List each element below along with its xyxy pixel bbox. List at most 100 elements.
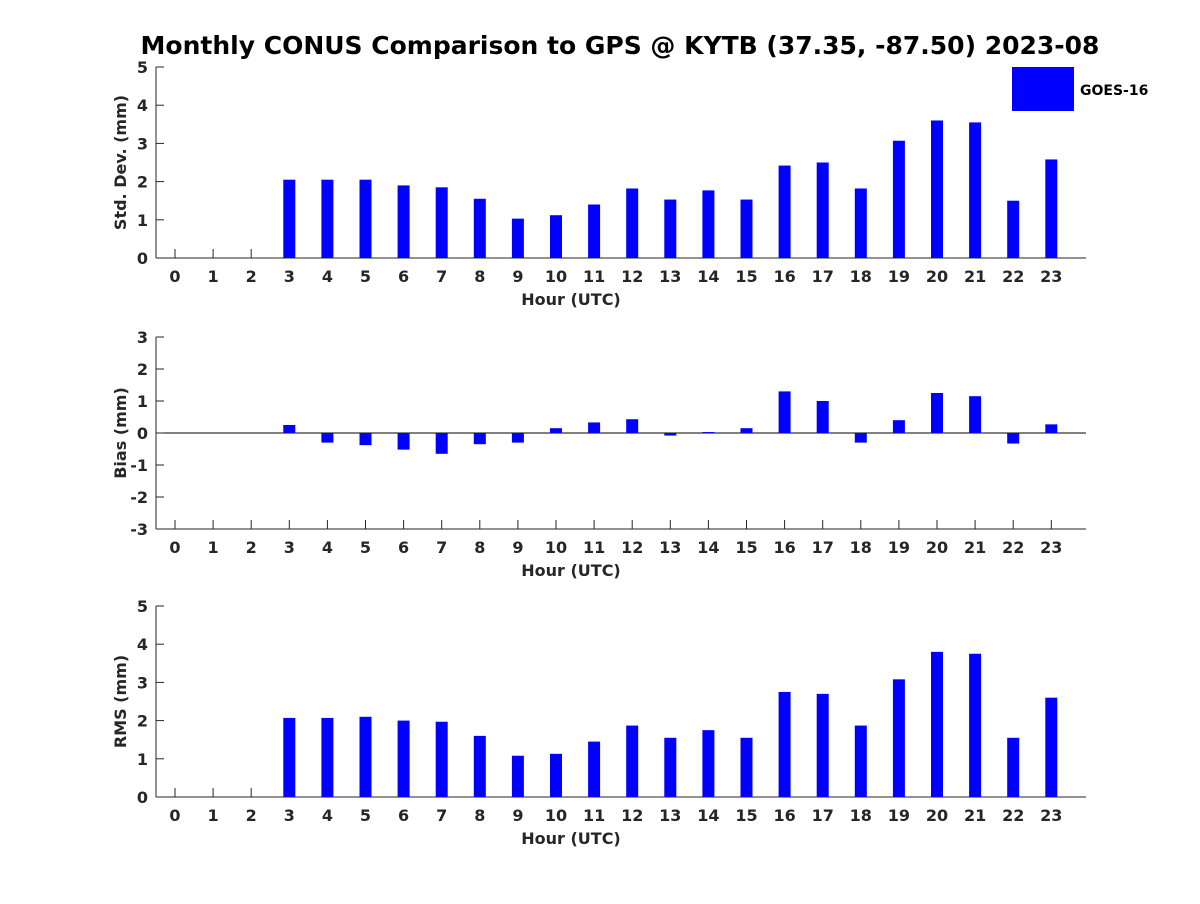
x-tick-label: 8 — [474, 538, 485, 557]
y-axis-label: Bias (mm) — [111, 387, 130, 479]
y-tick-label: 1 — [137, 392, 148, 411]
bar-21 — [969, 396, 982, 433]
bar-6 — [397, 185, 410, 258]
y-axis-label: RMS (mm) — [111, 655, 130, 748]
x-tick-label: 3 — [284, 267, 295, 286]
bar-5 — [359, 716, 372, 797]
x-tick-label: 16 — [773, 806, 795, 825]
x-axis-label: Hour (UTC) — [521, 561, 621, 580]
x-tick-label: 4 — [322, 806, 333, 825]
x-tick-label: 18 — [850, 806, 872, 825]
bar-10 — [550, 753, 562, 797]
bar-7 — [435, 721, 448, 797]
y-axis-label: Std. Dev. (mm) — [111, 95, 130, 230]
x-tick-label: 18 — [850, 267, 872, 286]
x-tick-label: 7 — [436, 267, 447, 286]
x-tick-label: 6 — [398, 538, 409, 557]
bar-20 — [931, 120, 943, 258]
x-tick-label: 8 — [474, 267, 485, 286]
y-tick-label: 1 — [137, 211, 148, 230]
legend-swatch — [1012, 67, 1074, 111]
x-tick-label: 4 — [322, 538, 333, 557]
x-axis-label: Hour (UTC) — [521, 290, 621, 309]
bar-7 — [435, 187, 448, 258]
x-tick-label: 7 — [436, 806, 447, 825]
bar-19 — [892, 420, 905, 433]
y-tick-label: 2 — [137, 173, 148, 192]
bar-14 — [702, 432, 715, 434]
bar-15 — [740, 428, 753, 433]
x-tick-label: 22 — [1002, 267, 1024, 286]
bar-19 — [892, 140, 905, 258]
bar-3 — [283, 717, 296, 797]
x-tick-label: 5 — [360, 806, 371, 825]
x-tick-label: 2 — [246, 806, 257, 825]
bar-9 — [511, 433, 524, 443]
bar-11 — [588, 422, 601, 433]
y-tick-label: 0 — [137, 788, 148, 807]
x-tick-label: 21 — [964, 538, 986, 557]
bar-6 — [397, 720, 410, 797]
bar-16 — [778, 165, 791, 258]
bar-18 — [854, 433, 867, 443]
x-tick-label: 23 — [1040, 267, 1062, 286]
y-tick-label: 5 — [137, 597, 148, 616]
y-tick-label: 3 — [137, 673, 148, 692]
x-tick-label: 22 — [1002, 806, 1024, 825]
bar-3 — [283, 425, 296, 433]
x-tick-label: 2 — [246, 538, 257, 557]
bar-4 — [321, 179, 334, 258]
x-tick-label: 11 — [583, 538, 605, 557]
x-tick-label: 13 — [659, 806, 681, 825]
x-tick-label: 16 — [773, 267, 795, 286]
x-tick-label: 2 — [246, 267, 257, 286]
bar-22 — [1007, 737, 1020, 797]
x-tick-label: 20 — [926, 538, 948, 557]
bar-17 — [816, 401, 829, 433]
bar-18 — [854, 725, 867, 797]
bar-4 — [321, 717, 334, 797]
y-tick-label: 2 — [137, 360, 148, 379]
legend: GOES-16 — [1012, 67, 1148, 111]
x-tick-label: 14 — [697, 538, 719, 557]
bar-10 — [550, 428, 562, 433]
x-tick-label: 23 — [1040, 806, 1062, 825]
x-tick-label: 9 — [512, 538, 523, 557]
x-tick-label: 5 — [360, 267, 371, 286]
x-tick-label: 10 — [545, 267, 567, 286]
bar-12 — [626, 419, 639, 433]
x-tick-label: 0 — [169, 538, 180, 557]
y-tick-label: -3 — [130, 520, 148, 539]
x-tick-label: 17 — [812, 267, 834, 286]
legend-label: GOES-16 — [1080, 83, 1148, 99]
x-tick-label: 3 — [284, 538, 295, 557]
bar-14 — [702, 190, 715, 258]
y-tick-label: 5 — [137, 58, 148, 77]
bar-8 — [473, 433, 486, 445]
bar-22 — [1007, 200, 1020, 258]
bar-14 — [702, 730, 715, 797]
bar-21 — [969, 122, 982, 258]
x-tick-label: 9 — [512, 806, 523, 825]
x-tick-label: 6 — [398, 267, 409, 286]
y-tick-label: 0 — [137, 424, 148, 443]
x-tick-label: 14 — [697, 806, 719, 825]
bar-13 — [664, 737, 677, 797]
x-tick-label: 6 — [398, 806, 409, 825]
bar-21 — [969, 653, 982, 797]
x-tick-label: 13 — [659, 267, 681, 286]
x-tick-label: 1 — [208, 538, 219, 557]
x-tick-label: 12 — [621, 267, 643, 286]
bar-20 — [931, 393, 943, 433]
bar-11 — [588, 204, 601, 258]
bar-11 — [588, 741, 601, 797]
bar-5 — [359, 433, 372, 446]
x-tick-label: 3 — [284, 806, 295, 825]
bar-20 — [931, 651, 943, 797]
x-tick-label: 19 — [888, 806, 910, 825]
x-tick-label: 14 — [697, 267, 719, 286]
